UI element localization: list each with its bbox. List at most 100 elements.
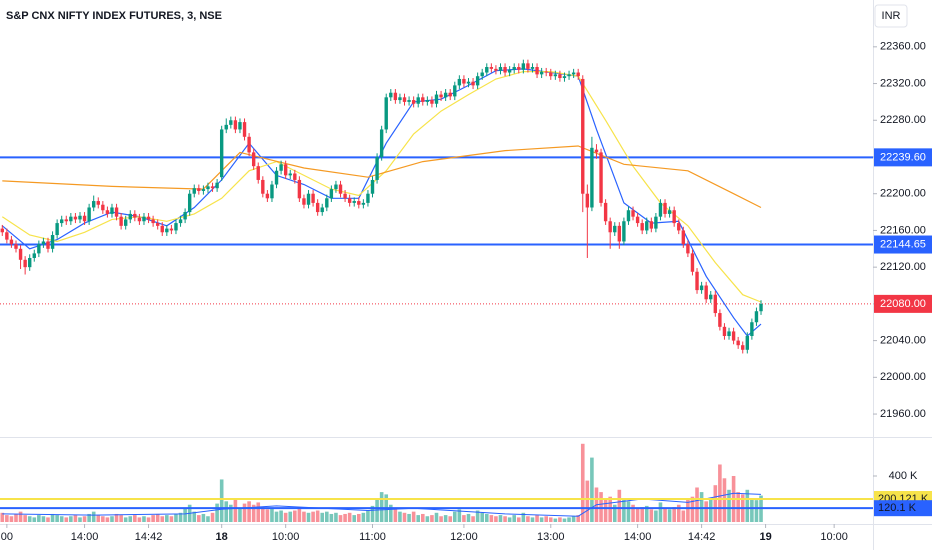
volume-bar: [480, 512, 485, 522]
candle-body: [14, 244, 18, 249]
candle-body: [709, 294, 713, 300]
volume-bar: [718, 464, 722, 522]
volume-bar: [580, 443, 585, 522]
candle-body: [32, 253, 36, 258]
volume-bar: [160, 516, 165, 522]
candle-body: [60, 219, 64, 224]
candle-body: [517, 67, 521, 70]
candle-body: [379, 129, 384, 157]
candle-body: [521, 63, 526, 70]
candle-body: [640, 223, 644, 231]
volume-bar: [133, 515, 137, 522]
price-line-box: [874, 235, 932, 254]
candle-body: [750, 322, 754, 337]
candle-body: [599, 152, 603, 203]
volume-bar: [439, 516, 443, 522]
currency-box[interactable]: [874, 4, 908, 28]
candle-body: [553, 74, 558, 77]
candle-body: [91, 201, 96, 208]
candle-body: [535, 67, 539, 75]
candle-body: [617, 225, 622, 242]
volume-bar: [695, 487, 699, 522]
volume-bar: [727, 489, 731, 522]
volume-bar: [608, 496, 612, 522]
volume-bar: [667, 509, 672, 522]
volume-bar: [466, 513, 471, 522]
volume-bar: [672, 507, 676, 522]
candle-body: [64, 219, 68, 222]
volume-bar: [137, 517, 142, 522]
y-tick-label: 22200.00: [880, 188, 926, 200]
volume-bar: [484, 513, 489, 522]
x-tick-label: 18: [216, 531, 228, 543]
volume-bar: [32, 517, 37, 522]
volume-bar: [571, 516, 576, 522]
volume-bar: [197, 515, 201, 522]
candle-body: [667, 210, 672, 214]
candle-body: [754, 311, 759, 323]
candle-body: [590, 147, 594, 208]
candle-body: [645, 221, 649, 231]
volume-bar: [416, 515, 421, 522]
volume-bar: [329, 513, 334, 522]
candle-body: [571, 72, 576, 75]
candle-body: [613, 225, 617, 233]
y-tick-label: 22280.00: [880, 114, 926, 126]
candle-body: [434, 94, 439, 104]
candle-body: [443, 92, 448, 98]
volume-bar: [110, 516, 114, 522]
candle-body: [466, 81, 471, 84]
volume-bar: [631, 504, 635, 522]
volume-bar: [393, 508, 398, 522]
volume-bar: [142, 516, 146, 522]
candle-body: [73, 216, 78, 220]
candle-body: [677, 223, 681, 231]
price-line-label: 22080.00: [880, 298, 926, 310]
x-tick-label: 12:00: [450, 531, 478, 543]
candle-body: [526, 63, 530, 69]
candle-body: [9, 239, 14, 245]
volume-bar: [663, 508, 667, 522]
volume-bar: [681, 510, 686, 522]
candle-body: [274, 170, 279, 185]
candle-body: [119, 216, 123, 226]
candle-body: [101, 204, 105, 211]
candle-body: [759, 303, 763, 312]
candle-body: [82, 215, 87, 222]
price-line-label: 22144.65: [880, 238, 926, 250]
currency[interactable]: INR: [882, 10, 901, 22]
candle-body: [133, 213, 137, 218]
candle-body: [247, 136, 251, 153]
y-tick-label: 21960.00: [880, 408, 926, 420]
volume-bar: [676, 504, 681, 522]
volume-bar: [101, 516, 105, 522]
candle-body: [137, 217, 142, 222]
volume-bar: [178, 512, 183, 522]
volume-bar: [334, 512, 338, 522]
candle-body: [114, 207, 119, 217]
volume-bar: [91, 511, 96, 522]
candle-body: [183, 212, 187, 220]
volume-bar: [617, 489, 622, 522]
volume-bar: [489, 515, 494, 522]
candle-body: [398, 97, 402, 101]
volume-bar: [361, 512, 366, 522]
candle-body: [178, 219, 183, 224]
volume-bar: [708, 498, 713, 522]
volume-bar: [713, 485, 718, 522]
volume-bar: [599, 492, 603, 522]
volume-bar: [567, 517, 571, 522]
x-tick-label: 19: [759, 531, 771, 543]
candle-body: [567, 74, 571, 77]
candle-body: [41, 241, 46, 245]
volume-bar: [585, 480, 590, 522]
candle-body: [265, 193, 270, 199]
x-tick-label: 14:42: [688, 531, 716, 543]
volume-bar: [498, 515, 503, 522]
volume-bar: [288, 511, 293, 522]
volume-bar: [626, 501, 631, 522]
candle-body: [320, 207, 324, 213]
volume-bar: [443, 515, 448, 522]
volume-bar: [233, 498, 238, 522]
volume-bar: [64, 517, 69, 522]
